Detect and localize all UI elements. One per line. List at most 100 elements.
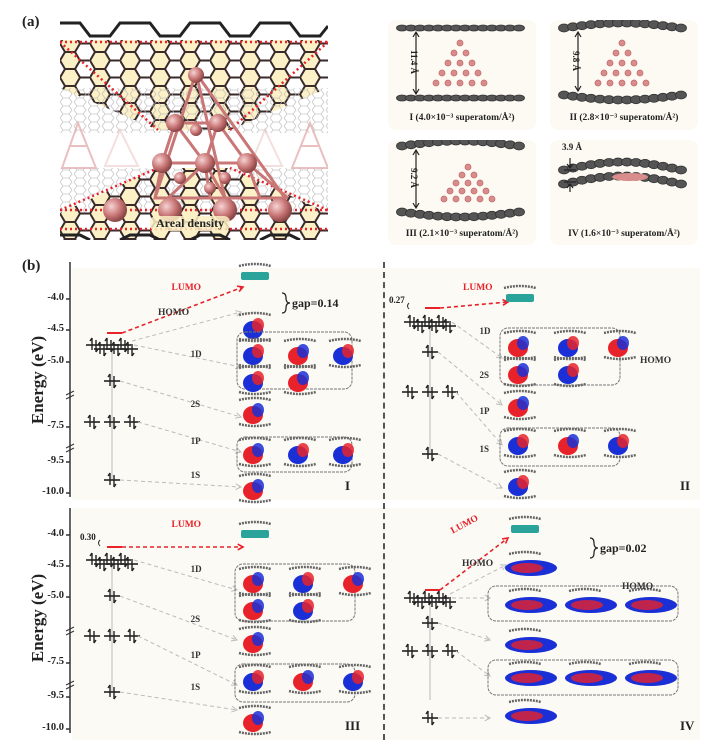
spin-up-arrow <box>429 594 433 607</box>
gap-brace-icon <box>281 292 291 314</box>
spin-down-arrow <box>113 631 117 644</box>
orbital-label-1s: 1S <box>479 444 490 454</box>
arrow-head-icon <box>496 439 503 446</box>
correlation-arrow <box>119 691 238 711</box>
y-tick-label: -5.0 <box>47 355 64 366</box>
graphene-layer <box>288 618 322 624</box>
config-caption: I (4.0×10⁻³ superatom/Å²) <box>409 113 515 123</box>
graphene-layer <box>288 565 322 571</box>
orbital-1p-lobe <box>567 434 579 448</box>
graphene-layer <box>238 618 272 624</box>
graphene-layer-top <box>396 24 525 32</box>
orbital-1p-lobe <box>352 670 364 684</box>
lumo-orbital <box>506 294 534 302</box>
spin-up-arrow <box>107 414 111 427</box>
graphene-layer <box>238 337 272 343</box>
orbital-1d-lobe <box>631 600 663 610</box>
arrow-head-icon <box>499 564 507 571</box>
correlation-arrow <box>437 622 491 641</box>
spin-down-arrow <box>411 646 415 659</box>
graphene-layer-top <box>558 157 687 175</box>
y-tick-label: -4.0 <box>47 292 64 303</box>
graphene-layer <box>503 494 537 500</box>
graphene-layer <box>508 550 542 556</box>
graphene-layer <box>628 587 662 593</box>
arrow-head-icon <box>235 412 242 419</box>
graphene-layer <box>503 468 537 474</box>
spin-up-arrow <box>87 628 91 641</box>
lumo-orbital <box>241 530 269 538</box>
graphene-layer <box>553 356 587 362</box>
orbital-group-box <box>487 659 679 696</box>
graphene-layer <box>553 427 587 433</box>
orbital-1d-lobe <box>571 600 603 610</box>
spin-down-arrow <box>449 321 453 334</box>
graphene-layer <box>238 730 272 736</box>
graphene-layer <box>328 436 362 442</box>
orbital-1p-lobe <box>511 673 543 683</box>
spin-down-arrow <box>95 555 99 568</box>
spin-up-arrow <box>443 594 447 607</box>
spin-down-arrow <box>431 387 435 400</box>
gap-label: gap=0.14 <box>292 296 339 310</box>
spin-down-arrow <box>133 417 137 430</box>
graphene-layer <box>568 660 602 666</box>
spin-down-arrow <box>431 347 435 360</box>
orbital-label-2s: 2S <box>190 614 201 624</box>
spin-up-arrow <box>405 384 409 397</box>
orbital-label-2s: 2S <box>479 370 490 380</box>
graphene-layer <box>288 592 322 598</box>
subpanel-id-i: I <box>345 478 351 493</box>
homo-orbital-lobe <box>511 563 543 573</box>
graphene-layer <box>238 704 272 710</box>
correlation-arrow <box>119 479 242 488</box>
spin-down-arrow <box>117 344 121 357</box>
spin-down-arrow <box>93 417 97 430</box>
orbital-label-1p: 1P <box>190 650 201 660</box>
superatom-cluster <box>440 163 496 203</box>
spin-up-arrow <box>407 590 411 603</box>
graphene-layer <box>283 436 317 442</box>
spin-down-arrow <box>93 631 97 644</box>
orbital-1p-lobe <box>252 443 264 457</box>
correlation-arrow <box>439 537 509 591</box>
orbital-label-1d: 1D <box>190 349 202 359</box>
config-panel-iv: 3.9 Å IV (1.6×10⁻³ superatom/Å²) <box>550 140 698 245</box>
graphene-layer <box>238 396 272 402</box>
y-tick-label: -7.5 <box>47 656 64 667</box>
energy-offset-label: 0.30 <box>80 532 96 542</box>
graphene-layer <box>283 462 317 468</box>
correlation-arrow <box>439 301 509 309</box>
spin-down-arrow <box>435 597 439 610</box>
superatom-cluster <box>594 39 650 87</box>
spin-up-arrow <box>107 684 111 697</box>
spin-up-arrow <box>104 337 108 350</box>
spin-up-arrow <box>107 628 111 641</box>
graphene-layer <box>238 472 272 478</box>
orbital-1p-lobe <box>252 670 264 684</box>
lumo-orbital <box>511 525 539 533</box>
graphene-layer <box>503 453 537 459</box>
orbital-1d-lobe <box>342 344 354 358</box>
spacing-arrow <box>574 30 582 93</box>
spin-up-arrow <box>97 341 101 354</box>
graphene-layer <box>288 689 322 695</box>
graphene-layer <box>238 520 272 526</box>
spin-up-arrow <box>429 318 433 331</box>
config-panel-iii: 9.2 Å III (2.1×10⁻³ superatom/Å²) <box>388 140 536 245</box>
graphene-layer <box>503 382 537 388</box>
axis-break-icon <box>65 390 75 400</box>
orbital-2s-lobe <box>252 632 264 646</box>
config-caption: III (2.1×10⁻³ superatom/Å²) <box>405 229 519 239</box>
y-tick-label: -5.0 <box>47 590 64 601</box>
graphene-layer <box>238 625 272 631</box>
panel-divider <box>383 262 385 740</box>
orbital-1p-lobe <box>302 670 314 684</box>
spin-up-arrow <box>415 594 419 607</box>
orbital-label-1d: 1D <box>479 326 491 336</box>
panel-a-label: (a) <box>22 14 40 30</box>
panel-b-label: (b) <box>22 258 41 274</box>
homo-label: HOMO <box>622 582 654 592</box>
spacing-arrow <box>412 148 420 210</box>
spin-up-arrow <box>425 615 429 628</box>
